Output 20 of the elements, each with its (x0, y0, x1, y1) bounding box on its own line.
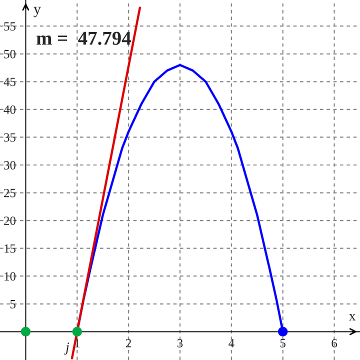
y-tick-label: 10 (4, 272, 16, 281)
y-tick-label: 30 (4, 161, 16, 170)
y-axis-title: y (34, 6, 42, 18)
x-tick-label: 4 (228, 339, 234, 348)
x-tick-label: 5 (280, 339, 286, 348)
y-tick-label: 25 (4, 188, 16, 198)
y-tick-label: 15 (4, 244, 16, 253)
y-tick-label: 5 (10, 300, 16, 308)
y-tick-label: 45 (4, 78, 16, 86)
x-axis-title: x (348, 314, 356, 320)
y-tick-label: 35 (4, 133, 16, 142)
annotation: m = 47.794 (36, 32, 131, 45)
annotation: j (64, 342, 70, 355)
y-tick-label: 50 (4, 50, 16, 58)
x-tick-label: 3 (177, 339, 183, 348)
y-tick-label: 20 (4, 216, 16, 226)
x-tick-label: 6 (332, 339, 338, 348)
x-tick-label: 2 (126, 339, 132, 348)
y-tick-label: 55 (4, 22, 16, 31)
y-tick-label: 40 (4, 105, 16, 114)
